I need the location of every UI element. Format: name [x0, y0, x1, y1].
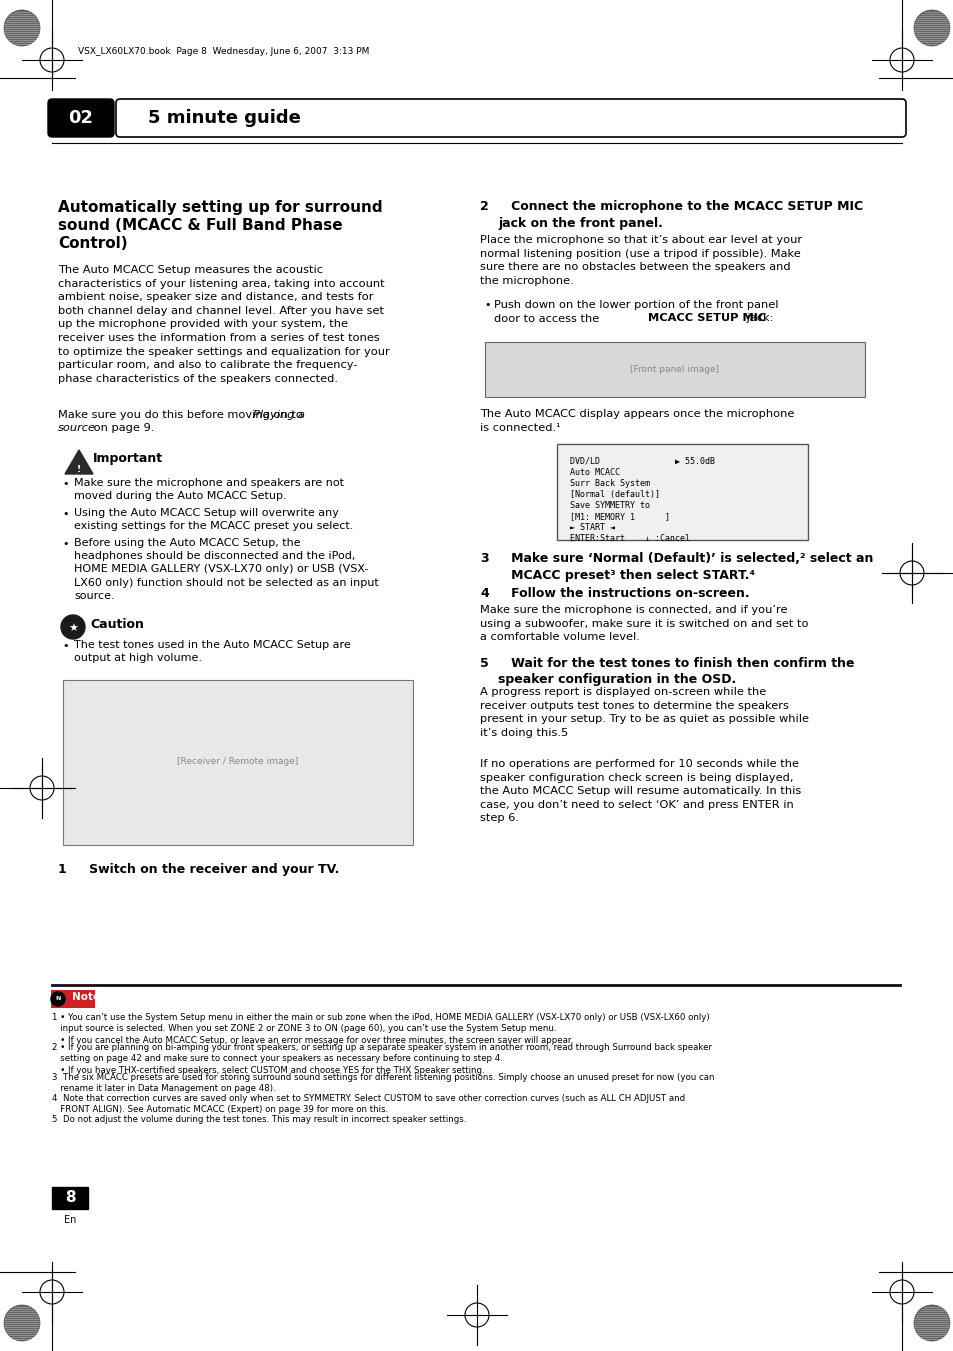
Circle shape — [913, 9, 949, 46]
Text: ENTER:Start    ↓ :Cancel: ENTER:Start ↓ :Cancel — [569, 534, 689, 543]
Text: The test tones used in the Auto MCACC Setup are
output at high volume.: The test tones used in the Auto MCACC Se… — [74, 640, 351, 663]
Text: ★: ★ — [68, 624, 78, 634]
Text: 5  Do not adjust the volume during the test tones. This may result in incorrect : 5 Do not adjust the volume during the te… — [52, 1115, 466, 1124]
Circle shape — [51, 992, 65, 1006]
Text: 4: 4 — [479, 586, 488, 600]
Text: 1 • You can’t use the System Setup menu in either the main or sub zone when the : 1 • You can’t use the System Setup menu … — [52, 1013, 709, 1044]
Text: •: • — [62, 640, 69, 651]
Text: •: • — [483, 300, 490, 309]
Text: source: source — [58, 423, 96, 434]
FancyBboxPatch shape — [484, 342, 864, 397]
Text: •: • — [62, 539, 69, 549]
Text: [M1: MEMORY 1      ]: [M1: MEMORY 1 ] — [569, 512, 669, 521]
Text: A progress report is displayed on-screen while the
receiver outputs test tones t: A progress report is displayed on-screen… — [479, 688, 808, 738]
Text: on page 9.: on page 9. — [90, 423, 154, 434]
Text: 3  The six MCACC presets are used for storing surround sound settings for differ: 3 The six MCACC presets are used for sto… — [52, 1073, 714, 1093]
Text: 2: 2 — [479, 200, 488, 213]
Text: 02: 02 — [69, 109, 93, 127]
Text: 3: 3 — [479, 553, 488, 565]
FancyBboxPatch shape — [557, 444, 807, 540]
Text: VSX_LX60LX70.book  Page 8  Wednesday, June 6, 2007  3:13 PM: VSX_LX60LX70.book Page 8 Wednesday, June… — [78, 47, 369, 57]
Polygon shape — [65, 450, 92, 474]
Text: Make sure ‘Normal (Default)’ is selected,² select an
   MCACC preset³ then selec: Make sure ‘Normal (Default)’ is selected… — [497, 553, 872, 581]
Text: Surr Back System: Surr Back System — [569, 480, 649, 488]
Text: Auto MCACC: Auto MCACC — [569, 467, 619, 477]
Text: !: ! — [77, 466, 81, 474]
Text: •: • — [62, 480, 69, 489]
Text: Important: Important — [92, 453, 163, 465]
Text: Control): Control) — [58, 236, 128, 251]
Text: Caution: Caution — [90, 617, 144, 631]
Text: If no operations are performed for 10 seconds while the
speaker configuration ch: If no operations are performed for 10 se… — [479, 759, 801, 823]
Text: En: En — [64, 1215, 76, 1225]
Text: 1: 1 — [58, 863, 67, 875]
Text: DVD/LD               ▶ 55.0dB: DVD/LD ▶ 55.0dB — [569, 457, 714, 466]
FancyBboxPatch shape — [116, 99, 905, 136]
Text: N: N — [55, 997, 61, 1001]
FancyBboxPatch shape — [48, 99, 113, 136]
FancyBboxPatch shape — [51, 990, 95, 1008]
Text: sound (MCACC & Full Band Phase: sound (MCACC & Full Band Phase — [58, 218, 342, 232]
Text: Push down on the lower portion of the front panel
door to access the: Push down on the lower portion of the fr… — [494, 300, 778, 324]
Text: [Normal (default)]: [Normal (default)] — [569, 490, 659, 499]
Text: 5: 5 — [479, 657, 488, 670]
Text: Connect the microphone to the MCACC SETUP MIC
jack on the front panel.: Connect the microphone to the MCACC SETU… — [497, 200, 862, 230]
Circle shape — [61, 615, 85, 639]
Text: Make sure the microphone is connected, and if you’re
using a subwoofer, make sur: Make sure the microphone is connected, a… — [479, 605, 807, 642]
Text: Make sure you do this before moving on to: Make sure you do this before moving on t… — [58, 409, 306, 420]
Text: 2 • If you are planning on bi-amping your front speakers, or setting up a separa: 2 • If you are planning on bi-amping you… — [52, 1043, 711, 1075]
Text: Automatically setting up for surround: Automatically setting up for surround — [58, 200, 382, 215]
Text: Playing a: Playing a — [253, 409, 305, 420]
Text: 4  Note that correction curves are saved only when set to SYMMETRY. Select CUSTO: 4 Note that correction curves are saved … — [52, 1094, 684, 1115]
Text: jack:: jack: — [742, 313, 773, 323]
Text: Switch on the receiver and your TV.: Switch on the receiver and your TV. — [76, 863, 339, 875]
Text: Using the Auto MCACC Setup will overwrite any
existing settings for the MCACC pr: Using the Auto MCACC Setup will overwrit… — [74, 508, 353, 531]
Text: MCACC SETUP MIC: MCACC SETUP MIC — [647, 313, 765, 323]
Circle shape — [913, 1305, 949, 1342]
Text: [Front panel image]: [Front panel image] — [630, 365, 719, 373]
Text: 8: 8 — [65, 1190, 75, 1205]
Text: •: • — [62, 509, 69, 519]
Text: Place the microphone so that it’s about ear level at your
normal listening posit: Place the microphone so that it’s about … — [479, 235, 801, 286]
Text: Follow the instructions on-screen.: Follow the instructions on-screen. — [497, 586, 749, 600]
Text: Make sure the microphone and speakers are not
moved during the Auto MCACC Setup.: Make sure the microphone and speakers ar… — [74, 478, 344, 501]
Text: Before using the Auto MCACC Setup, the
headphones should be disconnected and the: Before using the Auto MCACC Setup, the h… — [74, 538, 378, 601]
Text: ► START ◄: ► START ◄ — [569, 523, 615, 532]
Circle shape — [4, 9, 40, 46]
Text: 5 minute guide: 5 minute guide — [148, 109, 300, 127]
Text: Save SYMMETRY to: Save SYMMETRY to — [569, 501, 649, 509]
Text: Wait for the test tones to finish then confirm the
speaker configuration in the : Wait for the test tones to finish then c… — [497, 657, 854, 686]
Text: The Auto MCACC display appears once the microphone
is connected.¹: The Auto MCACC display appears once the … — [479, 409, 794, 432]
FancyBboxPatch shape — [52, 1188, 88, 1209]
Text: [Receiver / Remote image]: [Receiver / Remote image] — [177, 758, 298, 766]
Text: The Auto MCACC Setup measures the acoustic
characteristics of your listening are: The Auto MCACC Setup measures the acoust… — [58, 265, 390, 384]
FancyBboxPatch shape — [63, 680, 413, 844]
Circle shape — [4, 1305, 40, 1342]
Text: Note: Note — [71, 992, 100, 1002]
